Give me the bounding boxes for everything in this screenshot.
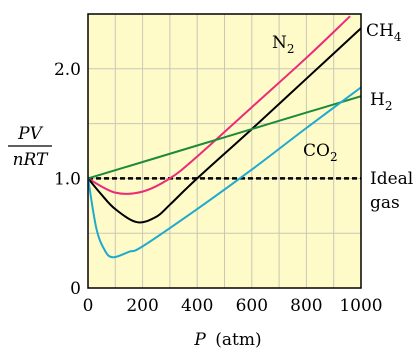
x-tick-label: 200 (126, 296, 158, 316)
x-tick-label: 400 (181, 296, 213, 316)
x-tick-label: 1000 (339, 296, 382, 316)
series-lines (88, 15, 361, 259)
series-label-H2: H2 (370, 90, 392, 113)
series-label-CO2: CO2 (303, 141, 338, 164)
x-axis-label: P (atm) (193, 330, 261, 350)
series-line-CO2 (88, 86, 361, 259)
series-line-N2 (88, 15, 351, 195)
x-tick-label: 800 (290, 296, 322, 316)
x-axis-label-symbol: P (193, 330, 206, 350)
plot-frame (87, 13, 362, 289)
series-line-CH4 (88, 27, 361, 224)
ideal-gas-label-line1: Ideal (370, 169, 413, 189)
x-tick-label: 600 (236, 296, 268, 316)
y-tick-label: 0 (70, 279, 81, 299)
x-axis-label-unit: (atm) (215, 330, 261, 350)
x-tick-labels: 0 200 400 600 800 1000 (83, 296, 383, 316)
y-tick-label: 1.0 (54, 169, 81, 189)
series-line-H2 (88, 95, 361, 180)
y-axis-label-numerator: PV (17, 124, 43, 144)
y-tick-label: 2.0 (54, 60, 81, 80)
x-tick-label: 0 (83, 296, 94, 316)
y-axis-label-denominator: nRT (13, 150, 49, 170)
series-label-CH4: CH4 (366, 21, 402, 44)
y-tick-labels: 0 1.0 2.0 (54, 60, 81, 299)
ideal-gas-label-line2: gas (370, 193, 400, 213)
series-label-N2: N2 (272, 33, 295, 56)
